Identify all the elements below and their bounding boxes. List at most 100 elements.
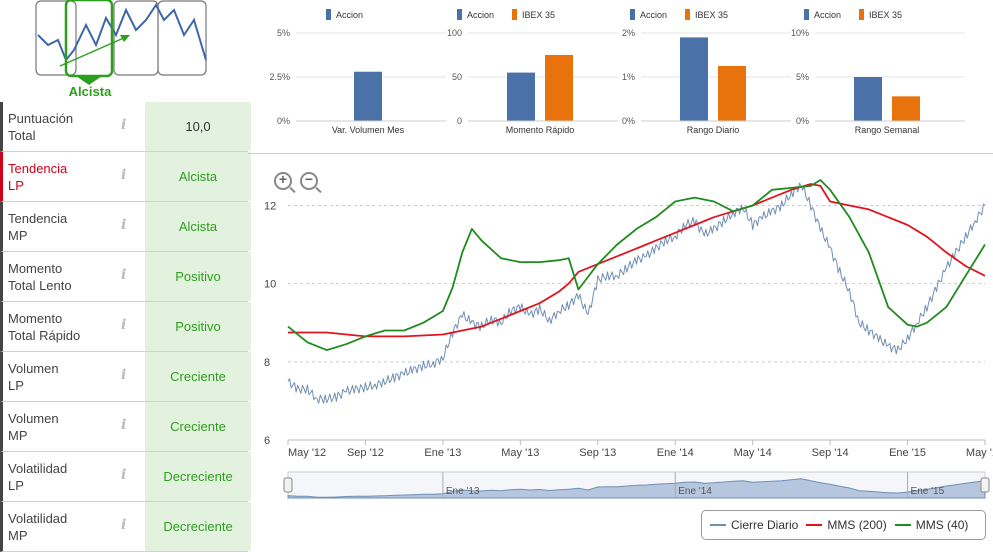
indicator-value: 10,0	[145, 102, 251, 151]
mini-ytick-label: 0%	[277, 116, 290, 126]
indicator-name-line1: Momento	[8, 261, 63, 276]
indicator-name-line2: Total Lento	[8, 278, 72, 293]
mini-ytick-label: 0%	[622, 116, 635, 126]
divider	[248, 153, 993, 154]
indicator-name-line1: Volumen	[8, 361, 59, 376]
price-chart: + − 12 10 8 6 May '12 Sep '12 Ene '13 May '13 Se…	[250, 160, 993, 545]
indicator-name-line1: Tendencia	[8, 161, 68, 176]
indicator-name: Volatilidad MP	[8, 510, 108, 544]
mini-legend-swatch	[457, 9, 462, 20]
navigator-label: Ene '14	[678, 486, 712, 497]
info-icon[interactable]: i	[121, 417, 127, 433]
mini-chart: 2% 1% 0% Accion IBEX 35 Rango Diario	[601, 0, 801, 145]
zoom-in-icon[interactable]: +	[274, 171, 292, 190]
mini-chart-title: Rango Diario	[687, 125, 740, 135]
trend-arrow-icon	[120, 35, 130, 42]
indicator-value: Creciente	[145, 402, 251, 451]
indicator-value: Positivo	[145, 252, 251, 301]
indicator-row[interactable]: Volatilidad MP i Decreciente	[0, 502, 251, 552]
chart-legend: Cierre Diario MMS (200) MMS (40)	[701, 510, 986, 540]
mini-legend-label: Accion	[336, 10, 363, 20]
main-xtick-label: May '12	[288, 447, 326, 459]
mini-bar	[545, 55, 573, 121]
main-ytick-label: 10	[264, 279, 276, 291]
zoom-out-icon[interactable]: −	[300, 171, 318, 190]
mini-legend-swatch	[630, 9, 635, 20]
main-xtick-label: Sep '13	[579, 447, 616, 459]
indicator-row[interactable]: Momento Total Rápido i Positivo	[0, 302, 251, 352]
info-icon[interactable]: i	[121, 317, 127, 333]
indicator-row[interactable]: Volumen MP i Creciente	[0, 402, 251, 452]
indicator-row[interactable]: Tendencia LP i Alcista	[0, 152, 251, 202]
mini-ytick-label: 0%	[796, 116, 809, 126]
mini-bar	[854, 77, 882, 121]
price-chart-svg: 12 10 8 6 May '12 Sep '12 Ene '13 May '13 Sep '1…	[264, 179, 993, 499]
mini-legend-swatch	[859, 9, 864, 20]
trend-pointer	[76, 76, 102, 85]
mini-chart-svg: 10% 5% 0% Accion IBEX 35 Rango Semanal	[791, 9, 965, 135]
indicator-name-line1: Volatilidad	[8, 511, 68, 526]
mini-legend-swatch	[804, 9, 809, 20]
indicator-row[interactable]: Tendencia MP i Alcista	[0, 202, 251, 252]
indicator-value: Alcista	[145, 152, 251, 201]
mini-chart-title: Rango Semanal	[855, 125, 920, 135]
indicator-name: Tendencia LP	[8, 160, 108, 194]
mini-legend-label: IBEX 35	[695, 10, 728, 20]
mini-chart: 5% 2.5% 0% Accion Var. Volumen Mes	[256, 0, 456, 145]
trend-thumbnails	[35, 0, 207, 85]
mini-bar	[680, 37, 708, 121]
legend-label: MMS (200)	[827, 518, 887, 532]
info-icon[interactable]: i	[121, 467, 127, 483]
indicator-row[interactable]: Momento Total Lento i Positivo	[0, 252, 251, 302]
mini-legend-label: IBEX 35	[522, 10, 555, 20]
mini-chart: 10% 5% 0% Accion IBEX 35 Rango Semanal	[775, 0, 975, 145]
mini-ytick-label: 0	[457, 116, 462, 126]
indicator-name-line2: LP	[8, 478, 24, 493]
mini-bar	[718, 66, 746, 121]
indicator-row[interactable]: Puntuación Total i 10,0	[0, 102, 251, 152]
mini-legend-label: Accion	[467, 10, 494, 20]
main-xtick-label: Ene '15	[889, 447, 926, 459]
navigator-handle[interactable]	[283, 477, 293, 493]
main-xtick-label: May '15	[966, 447, 993, 459]
indicator-row[interactable]: Volatilidad LP i Decreciente	[0, 452, 251, 502]
mini-ytick-label: 2.5%	[269, 72, 290, 82]
info-icon[interactable]: i	[121, 267, 127, 283]
info-icon[interactable]: i	[121, 367, 127, 383]
navigator-label: Ene '15	[911, 486, 945, 497]
legend-label: MMS (40)	[915, 518, 969, 532]
series-line-cierre-diario	[287, 182, 986, 404]
mini-chart: 100 50 0 Accion IBEX 35 Momento Rápido	[428, 0, 628, 145]
mini-ytick-label: 2%	[622, 28, 635, 38]
mini-bar	[892, 96, 920, 121]
legend-item[interactable]: MMS (40)	[894, 518, 969, 532]
trend-label: Alcista	[68, 84, 112, 99]
legend-swatch	[710, 524, 726, 526]
info-icon[interactable]: i	[121, 517, 127, 533]
indicator-name-line2: MP	[8, 428, 28, 443]
mini-legend-label: Accion	[814, 10, 841, 20]
indicator-value: Decreciente	[145, 452, 251, 501]
mini-chart-svg: 100 50 0 Accion IBEX 35 Momento Rápido	[447, 9, 618, 135]
indicator-name-line1: Puntuación	[8, 111, 74, 126]
mini-ytick-label: 5%	[277, 28, 290, 38]
series-line-mms-40-	[287, 179, 986, 352]
navigator-label: Ene '13	[446, 486, 480, 497]
indicator-name-line1: Volumen	[8, 411, 59, 426]
navigator-handle[interactable]	[980, 477, 990, 493]
info-icon[interactable]: i	[121, 117, 127, 133]
mini-bar	[354, 71, 382, 121]
info-icon[interactable]: i	[121, 167, 127, 183]
mini-bar	[507, 72, 535, 121]
legend-label: Cierre Diario	[731, 518, 799, 532]
main-xtick-label: Ene '13	[424, 447, 461, 459]
indicator-row[interactable]: Volumen LP i Creciente	[0, 352, 251, 402]
legend-item[interactable]: Cierre Diario	[710, 518, 798, 532]
indicator-name-line2: MP	[8, 228, 28, 243]
indicator-name-line1: Volatilidad	[8, 461, 68, 476]
legend-item[interactable]: MMS (200)	[806, 518, 887, 532]
indicator-name: Tendencia MP	[8, 210, 108, 244]
mini-legend-swatch	[512, 9, 517, 20]
info-icon[interactable]: i	[121, 217, 127, 233]
mini-chart-svg: 5% 2.5% 0% Accion Var. Volumen Mes	[269, 9, 446, 135]
